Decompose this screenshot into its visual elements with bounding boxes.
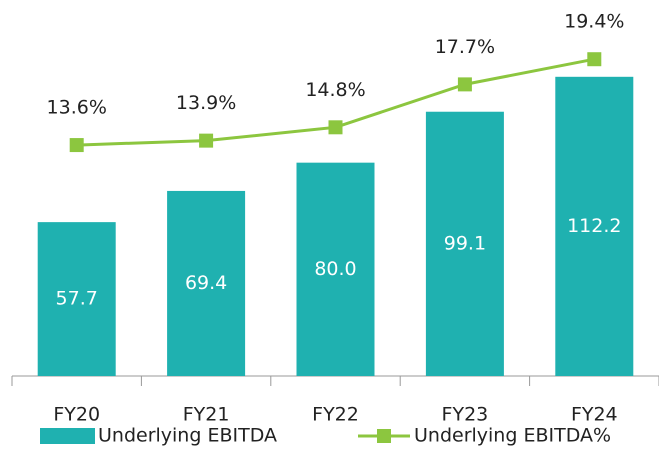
- bar-value-label: 112.2: [567, 215, 621, 237]
- line-marker: [328, 120, 343, 135]
- line-marker: [457, 77, 472, 92]
- bar-value-label: 99.1: [444, 232, 486, 254]
- bar: [555, 76, 634, 377]
- legend-swatch: [377, 429, 391, 443]
- line-marker: [587, 52, 602, 67]
- line-marker: [199, 133, 214, 148]
- bar: [296, 162, 375, 376]
- line-value-label: 13.9%: [176, 92, 236, 114]
- line-value-label: 13.6%: [47, 97, 107, 119]
- x-tick-label: FY24: [571, 404, 618, 426]
- bar-value-label: 80.0: [314, 258, 356, 280]
- x-tick-label: FY21: [183, 404, 230, 426]
- legend-swatch: [40, 428, 95, 444]
- bar: [37, 222, 116, 376]
- legend-label: Underlying EBITDA: [98, 425, 277, 447]
- bar: [425, 111, 504, 376]
- line-marker: [69, 138, 84, 153]
- x-tick-label: FY20: [53, 404, 100, 426]
- bar-value-label: 69.4: [185, 272, 227, 294]
- line-value-label: 17.7%: [435, 36, 495, 58]
- x-tick-label: FY23: [442, 404, 489, 426]
- bar: [167, 190, 246, 376]
- line-value-label: 19.4%: [564, 11, 624, 33]
- x-tick-label: FY22: [312, 404, 359, 426]
- line-value-label: 14.8%: [305, 79, 365, 101]
- legend-label: Underlying EBITDA%: [414, 425, 611, 447]
- bar-value-label: 57.7: [56, 288, 98, 310]
